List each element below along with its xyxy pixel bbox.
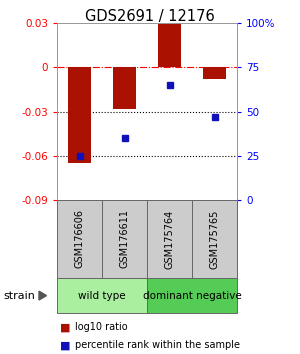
Text: GSM175765: GSM175765 [209,209,220,269]
Text: GSM175764: GSM175764 [164,209,175,269]
Text: dominant negative: dominant negative [142,291,242,301]
Text: wild type: wild type [78,291,126,301]
Text: GSM176606: GSM176606 [74,210,85,268]
Text: ■: ■ [60,322,70,332]
Text: GSM176611: GSM176611 [119,210,130,268]
Bar [158,23,181,67]
Text: strain: strain [3,291,35,301]
Text: ■: ■ [60,340,70,350]
Text: GDS2691 / 12176: GDS2691 / 12176 [85,9,215,24]
Text: log10 ratio: log10 ratio [75,322,128,332]
Text: percentile rank within the sample: percentile rank within the sample [75,340,240,350]
Bar [203,67,226,79]
Bar [68,67,91,163]
Bar [113,67,136,109]
